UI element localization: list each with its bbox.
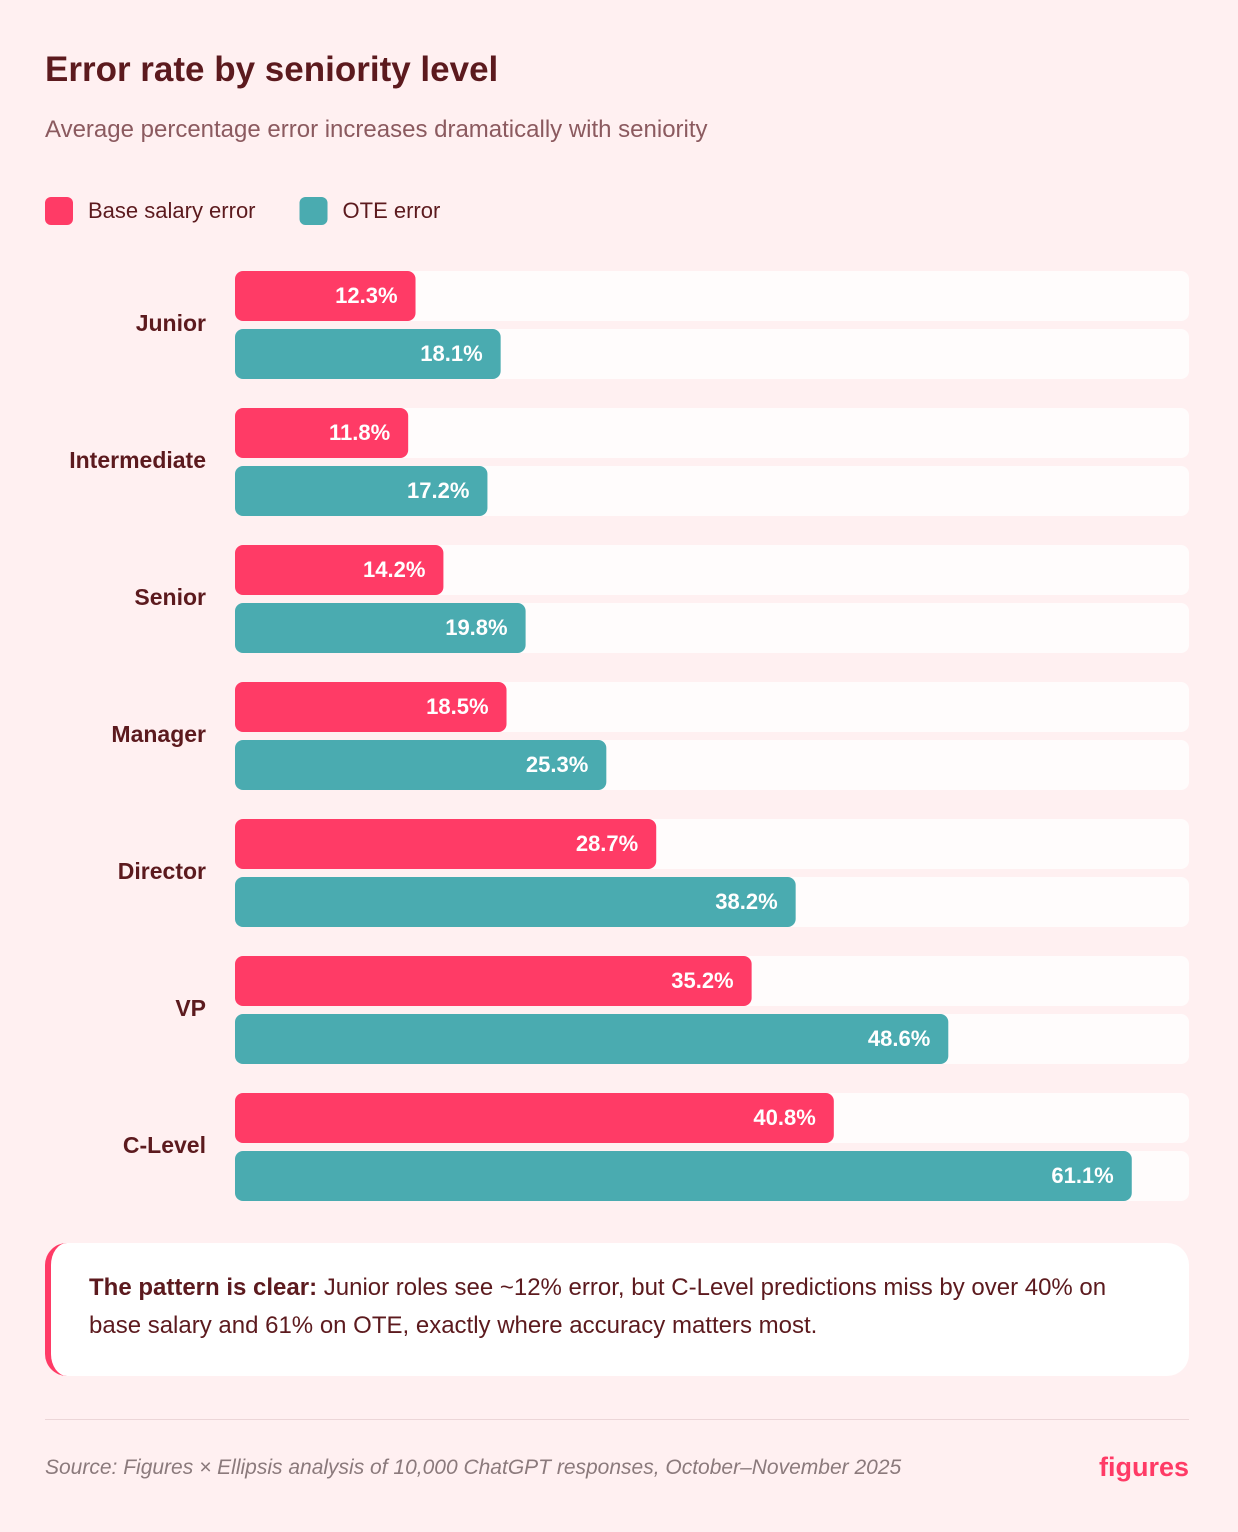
bar	[235, 329, 501, 379]
value-label: 19.8%	[445, 615, 507, 640]
category-label: Intermediate	[69, 447, 206, 473]
value-label: 48.6%	[868, 1026, 930, 1051]
legend-label: Base salary error	[88, 198, 256, 223]
bar	[235, 819, 657, 869]
value-label: 38.2%	[715, 889, 777, 914]
value-label: 11.8%	[329, 420, 390, 445]
value-label: 12.3%	[335, 283, 397, 308]
value-label: 28.7%	[576, 831, 638, 856]
bar-track	[235, 545, 1189, 595]
callout-lead: The pattern is clear:	[89, 1274, 318, 1301]
legend-swatch	[45, 197, 73, 225]
legend-label: OTE error	[343, 198, 441, 223]
category-label: Manager	[111, 721, 206, 747]
category-label: VP	[175, 995, 206, 1021]
value-label: 18.1%	[420, 341, 482, 366]
divider	[45, 1419, 1189, 1420]
chart-title: Error rate by seniority level	[45, 50, 499, 89]
value-label: 61.1%	[1051, 1163, 1113, 1188]
value-label: 35.2%	[671, 968, 733, 993]
bar	[235, 545, 444, 595]
bar	[235, 740, 607, 790]
chart: Base salary error OTE error Junior 12.3% 18.…	[45, 197, 1189, 1201]
value-label: 18.5%	[426, 694, 488, 719]
bar-track	[235, 271, 1189, 321]
legend-swatch	[299, 197, 328, 225]
bar	[235, 1151, 1132, 1201]
value-label: 17.2%	[407, 478, 469, 503]
bar	[235, 408, 409, 458]
value-label: 14.2%	[363, 557, 425, 582]
bar	[235, 877, 796, 927]
category-label: Senior	[134, 584, 206, 610]
value-label: 40.8%	[753, 1105, 815, 1130]
category-label: Director	[118, 858, 206, 884]
category-label: Junior	[136, 310, 206, 336]
chart-subtitle: Average percentage error increases drama…	[45, 116, 708, 143]
bar-track	[235, 408, 1189, 458]
bar	[235, 603, 526, 653]
value-label: 25.3%	[526, 752, 588, 777]
bar	[235, 271, 416, 321]
callout-text: Junior roles see ~12% error, but C-Level…	[89, 1274, 1107, 1339]
bar	[235, 466, 488, 516]
bar	[235, 1093, 834, 1143]
bar	[235, 1014, 949, 1064]
callout: The pattern is clear: Junior roles see ~…	[45, 1243, 1189, 1376]
bar	[235, 682, 507, 732]
category-label: C-Level	[123, 1132, 206, 1158]
source: Source: Figures × Ellipsis analysis of 1…	[45, 1456, 902, 1479]
brand: figures	[1098, 1452, 1189, 1482]
bar	[235, 956, 752, 1006]
